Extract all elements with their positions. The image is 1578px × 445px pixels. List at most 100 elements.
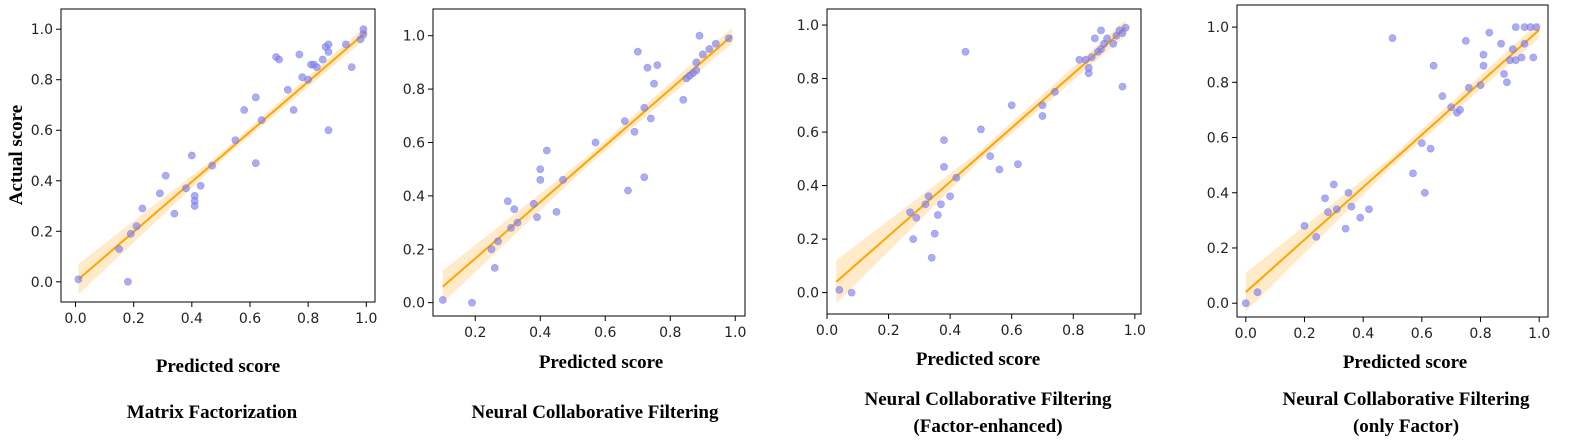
scatter-point [507,223,515,232]
x-tick-label: 1.0 [1528,326,1550,342]
scatter-point [909,235,918,243]
scatter-point [529,199,538,208]
x-tick-label: 1.0 [724,325,746,341]
scatter-point [1090,34,1099,43]
scatter-point [341,40,350,49]
scatter-point [977,125,985,134]
scatter-point [1347,202,1356,211]
scatter-point [1241,299,1250,308]
scatter-point [1429,61,1438,70]
scatter-point [251,159,260,167]
scatter-point [1038,101,1047,110]
confidence-band [1245,21,1540,312]
scatter-point [536,165,545,174]
x-tick-label: 1.0 [355,311,377,327]
chart-panel-ncf: 0.2 0.4 0.6 0.8 1.0 0.0 0.2 0.4 0.6 0.8 1.0 Predic… [403,8,746,423]
scatter-point [711,39,720,48]
y-tick-label: 0.4 [403,189,425,205]
scatter-point [961,47,970,56]
scatter-point [1388,34,1397,42]
scatter-point [324,40,333,49]
y-tick-label: 0.8 [31,73,53,89]
scatter-point [503,197,512,206]
x-tick-label: 0.6 [1411,326,1433,342]
scatter-point [847,288,856,297]
scatter-point [1109,39,1118,48]
x-tick-label: 0.8 [1062,323,1084,339]
scatter-point [1420,188,1429,197]
scatter-point [182,184,190,193]
chart-caption-line-1: Neural Collaborative Filtering [865,389,1112,410]
scatter-point [695,31,704,40]
scatter-point [1300,221,1309,230]
y-tick-label: 0.6 [1207,131,1229,147]
chart-caption-line-1: Neural Collaborative Filtering [1283,389,1530,410]
scatter-point [724,34,733,43]
plot-frame [60,8,376,303]
scatter-point [533,213,541,222]
x-tick-label: 0.0 [1235,326,1257,342]
scatter-point [1097,26,1105,35]
y-tick-label: 0.8 [403,82,425,98]
y-tick-label: 0.2 [31,224,53,240]
scatter-point [1511,23,1520,31]
x-tick-label: 0.6 [1001,323,1023,339]
scatter-point [986,152,995,160]
y-tick-label: 0.0 [1207,296,1229,312]
scatter-point [705,45,714,53]
scatter-point [1456,106,1464,114]
chart-caption-line-2: (only Factor) [1353,416,1459,437]
scatter-point [283,85,292,94]
scatter-point [924,192,933,201]
x-tick-label: 0.2 [464,325,486,341]
scatter-point [438,296,447,304]
x-tick-label: 0.2 [123,311,145,327]
scatter-point [231,136,240,145]
scatter-point [940,162,948,171]
y-tick-label: 0.6 [403,135,425,151]
scatter-point [1529,53,1538,62]
scatter-point [1485,28,1494,37]
scatter-point [208,161,217,170]
scatter-point [940,136,948,144]
scatter-point [933,211,942,219]
scatter-point [1312,232,1321,241]
y-tick-label: 1.0 [1207,20,1229,36]
scatter-point [74,275,83,284]
scatter-point [1497,39,1505,48]
scatter-point [138,204,147,213]
scatter-point [937,200,945,209]
scatter-point [240,106,249,114]
scatter-point [624,186,632,195]
scatter-point [1344,188,1353,197]
scatter-point [1479,50,1488,59]
y-tick-label: 0.2 [1207,241,1229,257]
scatter-point [1324,208,1332,216]
scatter-point [170,209,179,218]
scatter-point [1461,37,1470,45]
scatter-point [468,298,476,307]
scatter-point [1476,81,1485,89]
scatter-point [536,175,545,184]
scatter-point [1118,82,1127,91]
scatter-point [1500,70,1508,78]
scatter-point [620,117,629,125]
scatter-point [490,263,499,272]
scatter-point [318,55,327,64]
scatter-point [126,229,135,238]
x-tick-label: 0.0 [64,311,86,327]
chart-caption-line-1: Neural Collaborative Filtering [472,402,719,423]
scatter-point [1050,88,1059,96]
scatter-point [679,95,688,104]
y-axis-title: Actual score [6,105,27,205]
scatter-point [1253,288,1262,297]
scatter-point [513,218,522,227]
scatter-point [643,63,652,72]
x-tick-label: 0.4 [1352,326,1374,342]
scatter-point [1103,34,1111,43]
scatter-point [1532,23,1541,31]
scatter-point [304,75,312,84]
scatter-point [1014,160,1022,169]
x-tick-label: 0.6 [594,325,616,341]
